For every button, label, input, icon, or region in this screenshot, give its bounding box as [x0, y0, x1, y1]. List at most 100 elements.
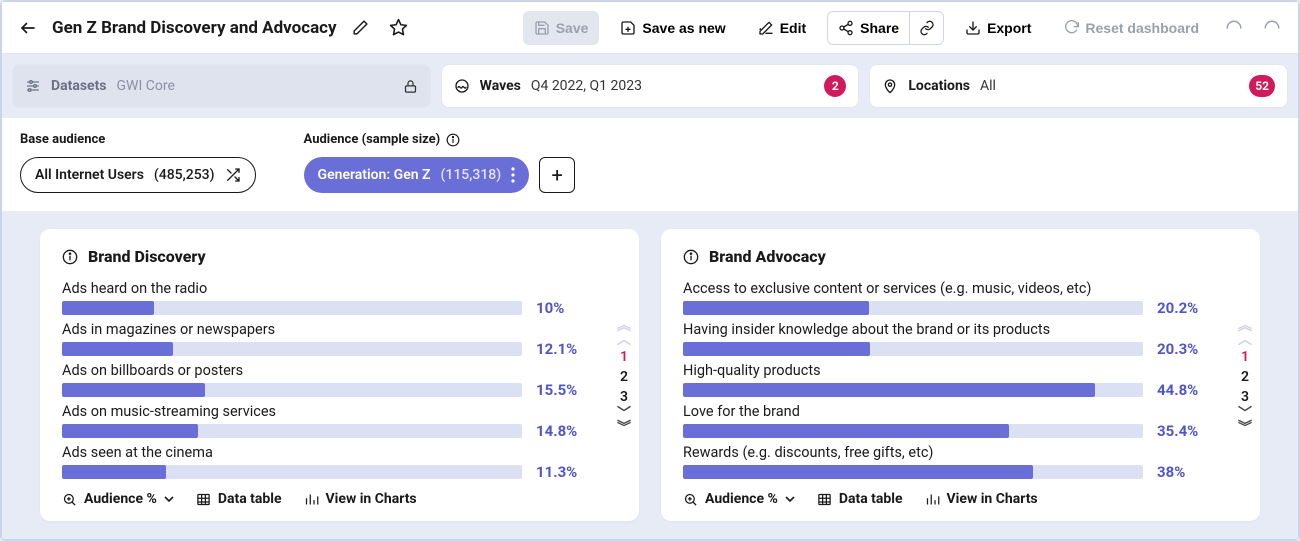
- undo-icon[interactable]: [1220, 14, 1248, 42]
- bar-track: [683, 465, 1143, 479]
- bar-track: [62, 301, 522, 315]
- filter-waves-label: Waves: [480, 78, 521, 94]
- pager-page-2[interactable]: 2: [1241, 369, 1249, 385]
- table-icon: [817, 492, 832, 507]
- view-in-charts-button[interactable]: View in Charts: [925, 491, 1038, 507]
- bar-label: Ads in magazines or newspapers: [62, 321, 613, 338]
- data-table-label: Data table: [218, 491, 282, 507]
- info-icon[interactable]: [62, 249, 78, 265]
- chart-icon: [304, 492, 319, 507]
- bar-label: Ads on music-streaming services: [62, 403, 613, 420]
- chevron-down-icon: [164, 494, 174, 504]
- add-audience-button[interactable]: +: [539, 157, 575, 193]
- view-in-charts-label: View in Charts: [947, 491, 1038, 507]
- pager-up-icon[interactable]: ︿: [1238, 335, 1252, 345]
- bar-track: [683, 342, 1143, 356]
- bar-row: Love for the brand35.4%: [683, 403, 1234, 440]
- bar-row: Ads on billboards or posters 15.5%: [62, 362, 613, 399]
- chevron-down-icon: [785, 494, 795, 504]
- filters-row: Datasets GWI Core Waves Q4 2022, Q1 2023…: [2, 54, 1298, 108]
- view-in-charts-label: View in Charts: [326, 491, 417, 507]
- bar-value: 38%: [1157, 463, 1209, 481]
- metric-label: Audience %: [705, 491, 778, 507]
- bar-track: [62, 465, 522, 479]
- shuffle-icon[interactable]: [225, 167, 241, 183]
- metric-selector[interactable]: Audience %: [62, 491, 174, 507]
- data-table-button[interactable]: Data table: [196, 491, 282, 507]
- view-in-charts-button[interactable]: View in Charts: [304, 491, 417, 507]
- filter-waves[interactable]: Waves Q4 2022, Q1 2023 2: [441, 64, 860, 108]
- card-title: Brand Advocacy: [709, 247, 826, 266]
- base-audience-count: (485,253): [154, 167, 215, 183]
- star-icon[interactable]: [385, 14, 413, 42]
- filter-datasets-label: Datasets: [51, 78, 107, 94]
- share-label: Share: [860, 20, 899, 36]
- bar-fill: [62, 424, 198, 438]
- bar-fill: [683, 301, 869, 315]
- audience-pill[interactable]: Generation: Gen Z (115,318): [304, 157, 530, 193]
- audience-count: (115,318): [441, 167, 502, 183]
- reset-dashboard-button[interactable]: Reset dashboard: [1052, 11, 1210, 45]
- pager-page-2[interactable]: 2: [620, 369, 628, 385]
- vertical-pager: ︽ ︿ 1 2 3 ﹀ ︾: [1238, 321, 1252, 433]
- edit-label: Edit: [780, 20, 806, 36]
- pager-page-1[interactable]: 1: [620, 349, 628, 365]
- pager-down-icon[interactable]: ﹀: [1238, 409, 1252, 419]
- bar-track: [683, 424, 1143, 438]
- info-icon[interactable]: [683, 249, 699, 265]
- bar-label: Having insider knowledge about the brand…: [683, 321, 1234, 338]
- pager-page-1[interactable]: 1: [1241, 349, 1249, 365]
- bar-value: 20.3%: [1157, 340, 1209, 358]
- edit-title-icon[interactable]: [347, 14, 375, 42]
- pager-first-icon[interactable]: ︽: [617, 321, 631, 331]
- bar-label: Ads heard on the radio: [62, 280, 613, 297]
- bar-value: 44.8%: [1157, 381, 1209, 399]
- bar-label: High-quality products: [683, 362, 1234, 379]
- zoom-icon: [683, 492, 698, 507]
- card-brand-discovery: Brand Discovery Ads heard on the radio10…: [40, 229, 639, 521]
- save-as-new-button[interactable]: Save as new: [609, 11, 736, 45]
- pager-last-icon[interactable]: ︾: [1238, 423, 1252, 433]
- zoom-icon: [62, 492, 77, 507]
- pager-down-icon[interactable]: ﹀: [617, 409, 631, 419]
- bar-label: Access to exclusive content or services …: [683, 280, 1234, 297]
- filter-locations[interactable]: Locations All 52: [869, 64, 1288, 108]
- pager-first-icon[interactable]: ︽: [1238, 321, 1252, 331]
- info-icon[interactable]: [446, 133, 460, 147]
- pager-last-icon[interactable]: ︾: [617, 423, 631, 433]
- share-link-icon[interactable]: [910, 11, 944, 45]
- bar-label: Ads on billboards or posters: [62, 362, 613, 379]
- vertical-pager: ︽ ︿ 1 2 3 ﹀ ︾: [617, 321, 631, 433]
- edit-button[interactable]: Edit: [747, 11, 817, 45]
- cards-area: Brand Discovery Ads heard on the radio10…: [2, 211, 1298, 539]
- more-icon[interactable]: [511, 167, 515, 183]
- pager-page-3[interactable]: 3: [1241, 389, 1249, 405]
- bar-value: 12.1%: [536, 340, 588, 358]
- bar-track: [62, 424, 522, 438]
- card-title: Brand Discovery: [88, 247, 206, 266]
- back-icon[interactable]: [14, 14, 42, 42]
- bar-label: Love for the brand: [683, 403, 1234, 420]
- data-table-button[interactable]: Data table: [817, 491, 903, 507]
- export-button[interactable]: Export: [954, 11, 1042, 45]
- bar-track: [683, 383, 1143, 397]
- sliders-icon: [25, 78, 41, 94]
- metric-selector[interactable]: Audience %: [683, 491, 795, 507]
- pager-page-3[interactable]: 3: [620, 389, 628, 405]
- data-table-label: Data table: [839, 491, 903, 507]
- bar-track: [683, 301, 1143, 315]
- bar-value: 14.8%: [536, 422, 588, 440]
- bar-value: 15.5%: [536, 381, 588, 399]
- share-button[interactable]: Share: [827, 11, 910, 45]
- audience-label: Audience (sample size): [304, 132, 441, 147]
- base-audience-pill[interactable]: All Internet Users (485,253): [20, 157, 256, 193]
- bar-row: Ads heard on the radio10%: [62, 280, 613, 317]
- redo-icon[interactable]: [1258, 14, 1286, 42]
- table-icon: [196, 492, 211, 507]
- filter-datasets-value: GWI Core: [117, 78, 175, 94]
- audience-name: Generation: Gen Z: [318, 167, 431, 183]
- bar-row: Ads in magazines or newspapers 12.1%: [62, 321, 613, 358]
- pager-up-icon[interactable]: ︿: [617, 335, 631, 345]
- bar-row: Rewards (e.g. discounts, free gifts, etc…: [683, 444, 1234, 481]
- bar-fill: [62, 342, 173, 356]
